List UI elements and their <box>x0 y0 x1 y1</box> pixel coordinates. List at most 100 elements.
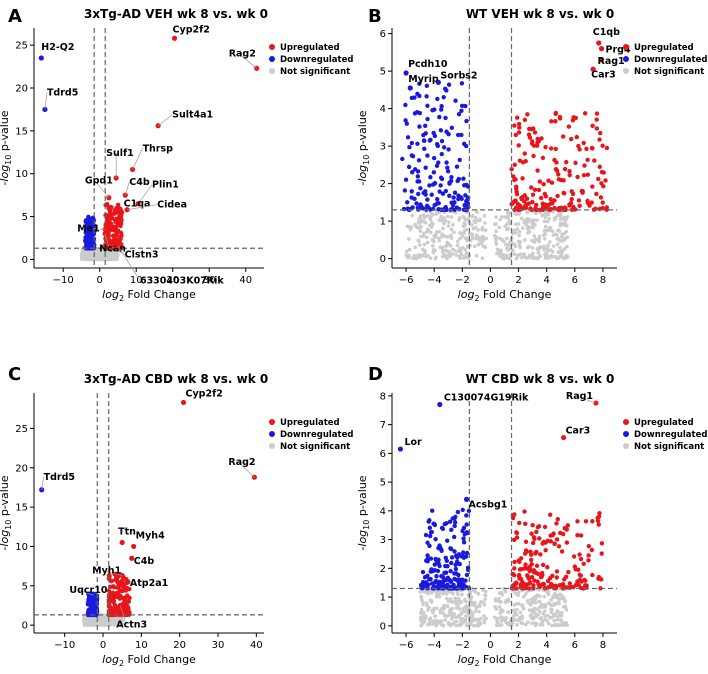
ns-point <box>543 614 548 618</box>
up-point <box>598 130 603 136</box>
ns-point <box>473 589 478 594</box>
down-point <box>442 521 447 527</box>
down-point <box>464 118 469 124</box>
x-tick-label: 20 <box>173 640 186 651</box>
up-point <box>598 195 604 200</box>
legend: Upregulated Downregulated Not significant <box>623 43 707 77</box>
down-point <box>432 568 438 573</box>
labeled-point <box>180 399 187 406</box>
labeled-point <box>598 57 605 63</box>
ns-point <box>543 215 548 220</box>
ns-point <box>497 251 501 256</box>
ns-point <box>562 605 566 609</box>
up-point <box>545 578 551 584</box>
point-label: 6330403K07Rik <box>140 276 224 287</box>
ns-point <box>437 229 441 234</box>
down-point <box>416 191 421 197</box>
up-point <box>554 537 560 542</box>
ns-point <box>507 219 511 224</box>
ns-point <box>431 244 435 248</box>
up-point <box>512 512 517 517</box>
up-point <box>590 184 595 189</box>
down-point <box>403 102 408 108</box>
ns-point <box>497 604 502 609</box>
ns-point <box>83 252 88 257</box>
ns-point <box>431 610 435 615</box>
up-point <box>527 564 532 570</box>
ns-point <box>504 236 509 241</box>
ns-point <box>515 622 519 627</box>
down-point <box>461 176 466 181</box>
ns-point <box>474 209 479 214</box>
up-point <box>597 164 602 170</box>
ns-point <box>496 248 501 253</box>
x-tick-label: 20 <box>166 275 179 286</box>
up-point <box>122 595 127 601</box>
ns-point <box>437 594 442 599</box>
ns-point <box>497 225 502 230</box>
ns-point <box>503 589 508 594</box>
down-point <box>438 128 444 133</box>
ns-point <box>503 618 507 622</box>
up-point <box>547 512 553 517</box>
ns-point <box>99 252 104 256</box>
down-point <box>439 525 445 531</box>
ns-point <box>505 210 510 215</box>
down-point <box>421 132 426 138</box>
ns-point <box>454 253 458 257</box>
ns-point <box>498 254 502 258</box>
ns-point <box>447 250 452 254</box>
ns-point <box>559 213 563 218</box>
y-tick-label: 5 <box>380 478 386 489</box>
label-connector <box>132 148 143 170</box>
label-connector <box>124 182 130 196</box>
ns-point <box>494 222 498 226</box>
up-point <box>114 233 119 239</box>
down-point <box>458 196 464 201</box>
ns-point <box>513 244 518 249</box>
ns-point <box>471 226 476 231</box>
y-tick-label: 15 <box>15 503 28 514</box>
ns-point <box>463 223 467 227</box>
ns-point <box>446 214 450 219</box>
down-point <box>435 96 440 102</box>
down-point <box>416 158 422 163</box>
legend-marker-ns <box>623 68 629 74</box>
down-point <box>438 183 443 188</box>
up-point <box>552 205 557 211</box>
ns-point <box>545 618 549 623</box>
up-point <box>567 169 572 174</box>
legend-marker-up <box>623 44 629 50</box>
up-point <box>509 166 514 172</box>
ns-point <box>430 591 434 595</box>
ns-point <box>463 216 467 221</box>
ns-point <box>537 255 541 259</box>
down-point <box>400 156 405 162</box>
down-point <box>452 549 457 554</box>
point-label: Myrip <box>408 74 439 85</box>
down-point <box>436 160 441 165</box>
up-point <box>523 539 529 545</box>
down-point <box>465 565 471 570</box>
ns-point <box>499 590 504 595</box>
down-point <box>441 95 446 100</box>
y-tick-label: 5 <box>22 581 28 592</box>
down-point <box>452 190 458 195</box>
x-tick-label: 4 <box>544 275 550 286</box>
up-point <box>554 521 559 526</box>
ns-point <box>529 616 534 620</box>
down-point <box>463 554 469 559</box>
up-point <box>555 193 560 199</box>
ns-point <box>515 607 519 612</box>
ns-point <box>423 248 427 253</box>
point-label: C1qa <box>124 198 151 209</box>
up-point <box>582 163 587 168</box>
ns-point <box>517 618 521 623</box>
up-point <box>106 224 112 229</box>
up-point <box>589 200 594 205</box>
up-point <box>516 130 522 135</box>
point-label: C4b <box>129 177 150 188</box>
ns-point <box>460 593 464 597</box>
down-point <box>89 233 94 238</box>
up-point <box>117 596 122 601</box>
